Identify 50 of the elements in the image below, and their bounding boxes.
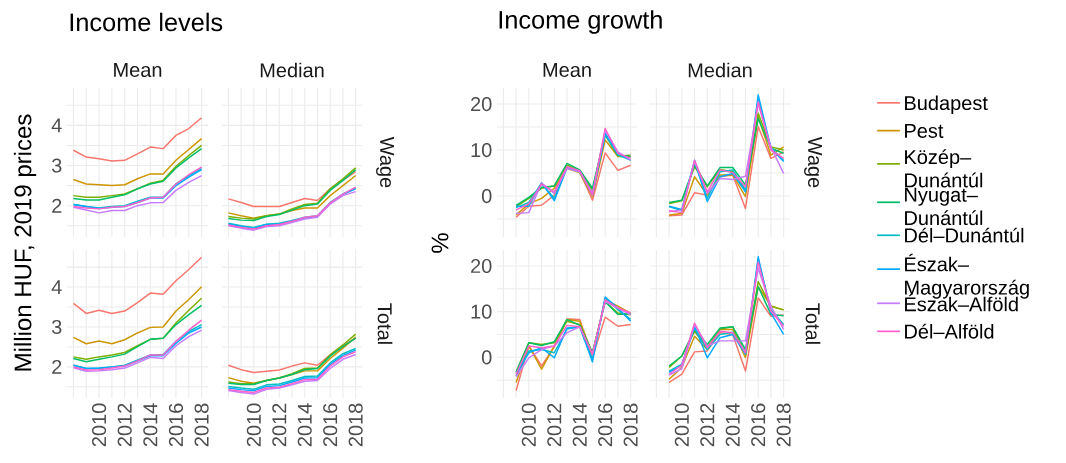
x-tick-label: 2014 [572, 403, 587, 447]
legend-label: Nyugat–Dunántúl [905, 187, 983, 226]
y-axis-title: % [431, 233, 449, 253]
x-tick-label: 2016 [323, 403, 338, 447]
y2-axis-title: Wage [804, 136, 822, 188]
y-tick-label: 0 [481, 188, 492, 204]
chart-subtitle: Mean [543, 63, 591, 77]
y-tick-label: 3 [51, 158, 62, 173]
y-tick-label: 4 [51, 280, 62, 294]
x-tick-label: 2010 [91, 403, 107, 447]
y-tick-label: 20 [471, 258, 492, 274]
y-tick-label: 2 [52, 198, 62, 213]
y-tick-label: 10 [471, 142, 492, 158]
x-tick-label: 2010 [246, 403, 261, 447]
chart-subtitle: Median [688, 62, 752, 78]
y-tick-label: 2 [52, 359, 62, 374]
x-tick-label: 2016 [168, 403, 184, 447]
legend-label: Közép–Dunántúl [905, 149, 983, 188]
y2-axis-title: Wage [376, 136, 394, 188]
x-tick-label: 2016 [598, 403, 613, 447]
chart-subtitle: Mean [114, 63, 162, 77]
x-tick-label: 2012 [700, 403, 715, 447]
y-tick-label: 20 [471, 97, 492, 112]
y-tick-label: 10 [471, 304, 492, 319]
legend-label: Budapest [905, 95, 988, 115]
y2-axis-title: Total [805, 303, 821, 344]
x-tick-label: 2010 [521, 403, 536, 447]
y-tick-label: 4 [51, 118, 62, 133]
legend-label: Dél–Dunántúl [905, 227, 1024, 243]
x-tick-label: 2018 [776, 403, 791, 447]
y-axis-title: Million HUF, 2019 prices [13, 114, 37, 371]
x-tick-label: 2018 [623, 403, 638, 447]
x-tick-label: 2018 [194, 403, 209, 447]
x-tick-label: 2014 [297, 403, 312, 447]
legend-label: Dél–Alföld [905, 323, 994, 339]
y-tick-label: 0 [481, 350, 492, 365]
x-tick-label: 2014 [725, 403, 740, 447]
x-tick-label: 2016 [751, 403, 766, 447]
x-tick-label: 2014 [143, 403, 158, 447]
x-tick-label: 2012 [117, 403, 132, 447]
chart-title: Income growth [499, 10, 662, 34]
chart-subtitle: Median [260, 62, 324, 78]
y-tick-label: 3 [51, 319, 62, 335]
chart-title: Income levels [70, 12, 223, 32]
x-tick-label: 2010 [674, 403, 689, 447]
x-tick-label: 2018 [348, 403, 363, 447]
x-tick-label: 2012 [547, 403, 562, 447]
x-tick-label: 2012 [272, 403, 287, 447]
y2-axis-title: Total [377, 303, 393, 344]
legend-label: Pest [905, 123, 944, 138]
